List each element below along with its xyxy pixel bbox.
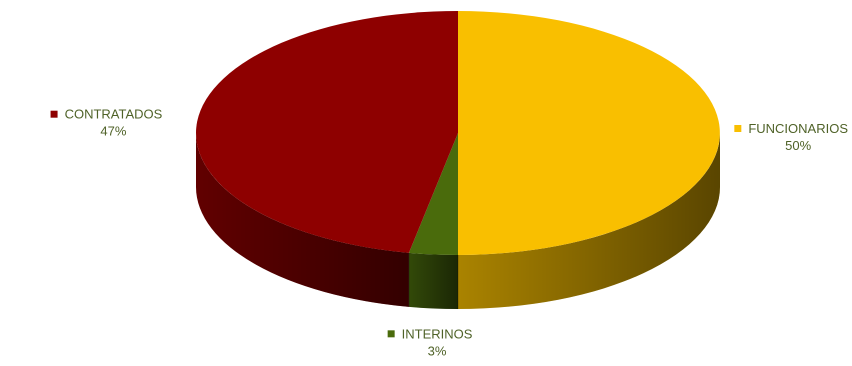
pie-labels: FUNCIONARIOS 50% INTERINOS 3% CONTRATADOS 47% xyxy=(50,107,848,358)
slice-label-value: 50% xyxy=(785,138,811,153)
slice-label-contratados: CONTRATADOS 47% xyxy=(50,107,163,139)
pie-slice-funcionarios xyxy=(458,11,720,255)
slice-label-interinos: INTERINOS 3% xyxy=(387,326,473,358)
pie-slice-contratados xyxy=(196,11,458,253)
pie-side-shade-funcionarios xyxy=(458,133,720,309)
pie-top-faces xyxy=(196,11,720,255)
legend-key-funcionarios xyxy=(734,125,742,132)
slice-label-value: 47% xyxy=(100,124,126,139)
legend-key-contratados xyxy=(50,110,58,118)
pie-side-walls xyxy=(196,133,720,309)
pie-slice-interinos xyxy=(408,133,458,255)
legend-key-interinos xyxy=(387,330,395,338)
pie-side-shade-interinos xyxy=(408,252,458,309)
slice-label-name: CONTRATADOS xyxy=(65,107,163,122)
slice-label-name: INTERINOS xyxy=(402,326,473,341)
pie-side-shade-contratados xyxy=(196,133,409,307)
slice-label-funcionarios: FUNCIONARIOS 50% xyxy=(734,121,848,153)
slice-label-value: 3% xyxy=(428,343,447,358)
slice-label-name: FUNCIONARIOS xyxy=(748,121,848,136)
